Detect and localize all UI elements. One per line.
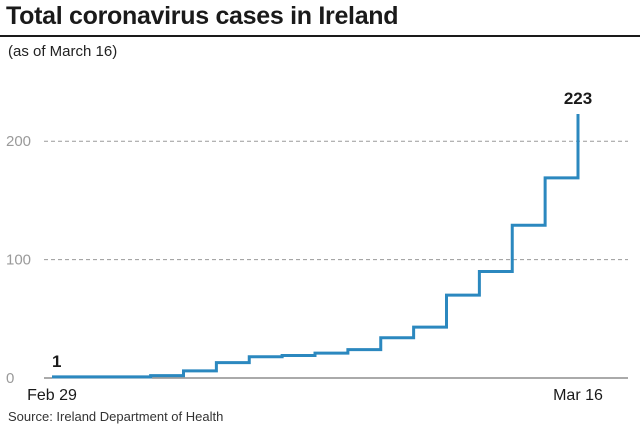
x-axis-ticks: Feb 29 Mar 16 xyxy=(27,387,603,404)
source-note: Source: Ireland Department of Health xyxy=(8,409,224,424)
y-tick-label-200: 200 xyxy=(6,133,31,150)
data-label-layer: 1 223 xyxy=(52,89,592,371)
data-label-0: 1 xyxy=(52,352,61,371)
title-rule xyxy=(0,35,640,37)
y-tick-label-100: 100 xyxy=(6,252,31,269)
x-tick-label-1: Mar 16 xyxy=(553,387,603,404)
data-label-16: 223 xyxy=(564,89,592,108)
series-layer xyxy=(52,114,580,379)
grid-layer xyxy=(44,140,628,261)
chart-subtitle: (as of March 16) xyxy=(8,43,118,60)
cases-step-line xyxy=(52,114,580,379)
x-tick-label-0: Feb 29 xyxy=(27,387,77,404)
y-tick-label-0: 0 xyxy=(6,370,14,387)
y-axis-ticks: 0 100 200 xyxy=(6,133,31,387)
chart-title: Total coronavirus cases in Ireland xyxy=(6,2,399,30)
